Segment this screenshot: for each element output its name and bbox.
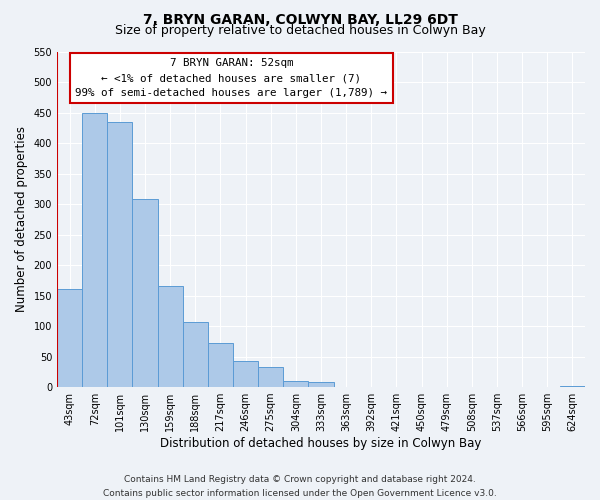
Bar	[560, 386, 585, 387]
Bar	[283, 381, 308, 387]
Bar	[107, 122, 133, 387]
Bar	[258, 367, 283, 387]
Bar	[57, 290, 82, 387]
Bar	[183, 322, 208, 387]
Y-axis label: Number of detached properties: Number of detached properties	[15, 126, 28, 312]
Bar	[133, 199, 158, 387]
Bar	[233, 362, 258, 387]
Bar	[308, 382, 334, 387]
X-axis label: Distribution of detached houses by size in Colwyn Bay: Distribution of detached houses by size …	[160, 437, 482, 450]
Text: Contains HM Land Registry data © Crown copyright and database right 2024.
Contai: Contains HM Land Registry data © Crown c…	[103, 476, 497, 498]
Text: Size of property relative to detached houses in Colwyn Bay: Size of property relative to detached ho…	[115, 24, 485, 37]
Bar	[158, 286, 183, 387]
Text: 7 BRYN GARAN: 52sqm
← <1% of detached houses are smaller (7)
99% of semi-detache: 7 BRYN GARAN: 52sqm ← <1% of detached ho…	[75, 58, 387, 98]
Text: 7, BRYN GARAN, COLWYN BAY, LL29 6DT: 7, BRYN GARAN, COLWYN BAY, LL29 6DT	[143, 12, 457, 26]
Bar	[208, 342, 233, 387]
Bar	[82, 112, 107, 387]
